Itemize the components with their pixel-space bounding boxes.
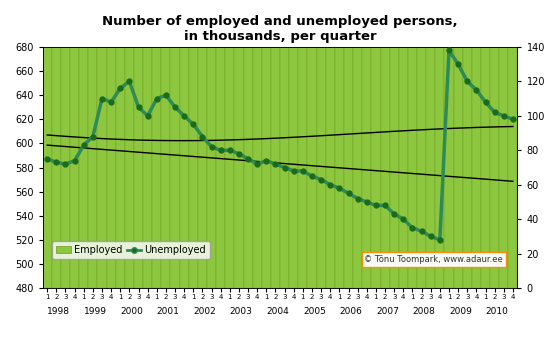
Bar — [189, 0, 198, 288]
Bar — [262, 0, 271, 288]
Bar — [106, 0, 116, 288]
Bar — [326, 0, 335, 288]
Bar — [490, 0, 499, 288]
Bar — [380, 0, 390, 288]
Bar — [143, 0, 152, 288]
Bar — [271, 0, 280, 288]
Bar — [180, 0, 189, 288]
Bar — [235, 0, 244, 288]
Bar — [79, 0, 88, 288]
Bar — [307, 0, 316, 288]
Bar — [390, 0, 399, 288]
Text: 1998: 1998 — [47, 307, 70, 316]
Bar — [399, 0, 408, 288]
Bar — [472, 0, 481, 288]
Text: © Tõnu Toompark, www.adaur.ee: © Tõnu Toompark, www.adaur.ee — [365, 255, 503, 264]
Bar — [97, 0, 106, 288]
Text: 2005: 2005 — [303, 307, 326, 316]
Bar — [70, 0, 79, 288]
Bar — [253, 0, 262, 288]
Bar — [125, 0, 134, 288]
Bar — [316, 0, 326, 288]
Bar — [289, 0, 298, 288]
Bar — [61, 0, 70, 288]
Bar — [435, 0, 445, 288]
Bar — [445, 0, 454, 288]
Bar — [371, 0, 380, 288]
Bar — [216, 0, 225, 288]
Bar — [152, 0, 161, 288]
Text: 2004: 2004 — [267, 307, 289, 316]
Text: 2010: 2010 — [486, 307, 508, 316]
Bar — [463, 0, 472, 288]
Bar — [335, 0, 344, 288]
Bar — [344, 0, 353, 288]
Bar — [170, 0, 180, 288]
Text: 2006: 2006 — [339, 307, 362, 316]
Bar — [198, 0, 207, 288]
Bar — [161, 0, 170, 288]
Bar — [207, 0, 216, 288]
Bar — [298, 0, 307, 288]
Bar — [417, 0, 426, 288]
Bar — [426, 0, 435, 288]
Bar — [244, 0, 253, 288]
Bar — [353, 0, 362, 288]
Bar — [481, 0, 490, 288]
Bar — [43, 0, 52, 288]
Bar — [362, 0, 371, 288]
Bar — [454, 0, 463, 288]
Bar — [508, 0, 517, 288]
Text: 2007: 2007 — [376, 307, 399, 316]
Bar — [499, 0, 508, 288]
Text: 2001: 2001 — [157, 307, 180, 316]
Text: 2009: 2009 — [449, 307, 472, 316]
Text: 2008: 2008 — [413, 307, 435, 316]
Text: 1999: 1999 — [84, 307, 107, 316]
Bar — [52, 0, 61, 288]
Text: 2000: 2000 — [120, 307, 143, 316]
Legend: Employed, Unemployed: Employed, Unemployed — [52, 241, 210, 259]
Bar — [88, 0, 97, 288]
Text: 2002: 2002 — [193, 307, 216, 316]
Bar — [280, 0, 289, 288]
Bar — [408, 0, 417, 288]
Title: Number of employed and unemployed persons,
in thousands, per quarter: Number of employed and unemployed person… — [102, 15, 458, 43]
Bar — [134, 0, 143, 288]
Bar — [116, 0, 125, 288]
Text: 2003: 2003 — [230, 307, 253, 316]
Bar — [225, 0, 235, 288]
